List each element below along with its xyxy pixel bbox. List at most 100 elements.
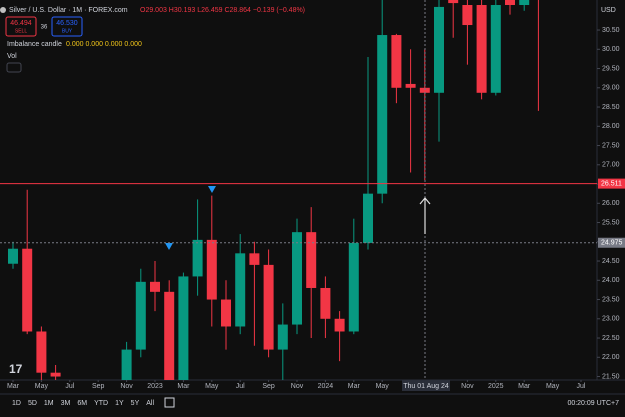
candle-body bbox=[391, 35, 402, 88]
candle-body bbox=[249, 253, 260, 265]
range-button[interactable]: 6M bbox=[77, 400, 87, 407]
x-tick-label: Sep bbox=[92, 383, 105, 390]
collapse-button[interactable] bbox=[6, 62, 22, 73]
candle-body bbox=[22, 248, 33, 332]
candle-body bbox=[263, 264, 274, 350]
x-tick-label: Jul bbox=[65, 383, 74, 390]
x-tick-label: 2024 bbox=[318, 383, 334, 390]
candle-body bbox=[206, 239, 217, 300]
price-label: 26.511 bbox=[601, 180, 622, 187]
candle-body bbox=[306, 232, 317, 288]
symbol-icon bbox=[0, 7, 6, 13]
y-tick-label: 29.00 bbox=[602, 85, 620, 92]
candle-body bbox=[476, 5, 487, 93]
candle-body bbox=[150, 281, 160, 292]
y-tick-label: 23.50 bbox=[602, 296, 620, 303]
symbol-title: Silver / U.S. Dollar · 1M · FOREX.com bbox=[9, 7, 128, 14]
y-tick-label: 23.00 bbox=[602, 316, 620, 323]
y-tick-label: 24.50 bbox=[602, 258, 620, 265]
ohlc: O29.003 H30.193 L26.459 C28.864 −0.139 (… bbox=[140, 7, 305, 14]
candle-body bbox=[277, 324, 288, 350]
range-button[interactable]: All bbox=[146, 400, 154, 407]
candle-body bbox=[164, 291, 175, 380]
candle-body bbox=[178, 276, 189, 380]
y-tick-label: 22.50 bbox=[602, 335, 620, 342]
candle-body bbox=[348, 242, 359, 332]
toolbar: 1D 5D 1M 3M 6M YTD 1Y 5Y All bbox=[12, 397, 175, 408]
currency: USD bbox=[601, 7, 616, 14]
marker bbox=[208, 186, 216, 193]
volume-label: Vol bbox=[7, 53, 17, 60]
candle-body bbox=[235, 253, 246, 327]
price-label-bg bbox=[598, 237, 625, 248]
x-tick-label: Nov bbox=[120, 383, 133, 390]
y-tick-label: 28.00 bbox=[602, 123, 620, 130]
candle-body bbox=[377, 35, 388, 194]
marker bbox=[165, 243, 173, 250]
candle-body bbox=[363, 193, 373, 243]
sell-price: 46.494 bbox=[10, 20, 32, 27]
candle-body bbox=[135, 281, 146, 350]
x-tick-label: Mar bbox=[7, 383, 20, 390]
range-button[interactable]: 5D bbox=[28, 400, 37, 407]
candle-body bbox=[121, 349, 132, 380]
candle-body bbox=[8, 248, 18, 264]
x-tick-label: Jul bbox=[577, 383, 586, 390]
range-button[interactable]: YTD bbox=[94, 400, 108, 407]
x-tick-label: May bbox=[205, 383, 219, 390]
spread: 36 bbox=[41, 25, 48, 31]
candle-body bbox=[405, 83, 416, 88]
range-button[interactable]: 1D bbox=[12, 400, 21, 407]
price-label: 24.975 bbox=[601, 240, 623, 247]
candle-body bbox=[419, 87, 430, 93]
x-tick-label: Nov bbox=[291, 383, 304, 390]
y-tick-label: 29.50 bbox=[602, 65, 620, 72]
y-tick-label: 30.00 bbox=[602, 46, 620, 53]
indicator-name: Imbalance candle bbox=[7, 41, 62, 48]
y-tick-label: 25.50 bbox=[602, 219, 620, 226]
x-tick-label: May bbox=[35, 383, 49, 390]
candle-body bbox=[320, 287, 331, 319]
plot bbox=[8, 0, 539, 380]
candle-body bbox=[519, 0, 530, 6]
range-button[interactable]: 1M bbox=[44, 400, 54, 407]
calendar-button[interactable] bbox=[164, 397, 175, 408]
candle-body bbox=[505, 0, 515, 6]
buy-label: BUY bbox=[62, 28, 73, 34]
x-tick-label: 2023 bbox=[147, 383, 163, 390]
crosshair-date-bg bbox=[402, 380, 450, 391]
crosshair-date: Thu 01 Aug 24 bbox=[403, 383, 449, 390]
y-tick-label: 28.50 bbox=[602, 104, 620, 111]
x-tick-label: May bbox=[376, 383, 390, 390]
indicator-values: 0.000 0.000 0.000 0.000 bbox=[66, 41, 142, 48]
x-tick-label: 2025 bbox=[488, 383, 504, 390]
logo: 17 bbox=[9, 362, 23, 376]
sell-label: SELL bbox=[15, 28, 27, 34]
y-tick-label: 30.50 bbox=[602, 27, 620, 34]
sell-button[interactable] bbox=[5, 16, 37, 37]
buy-price: 46.530 bbox=[56, 20, 78, 27]
x-tick-label: May bbox=[546, 383, 560, 390]
range-button[interactable]: 3M bbox=[61, 400, 71, 407]
candle-body bbox=[490, 5, 501, 93]
y-tick-label: 26.00 bbox=[602, 200, 620, 207]
buy-button[interactable] bbox=[51, 16, 83, 37]
arrow-drawing bbox=[419, 197, 431, 234]
y-tick-label: 21.50 bbox=[602, 373, 620, 380]
candle-body bbox=[462, 5, 473, 26]
y-tick-label: 27.00 bbox=[602, 162, 620, 169]
y-tick-label: 24.00 bbox=[602, 277, 620, 284]
clock: 00:20:09 UTC+7 bbox=[567, 400, 619, 407]
y-tick-label: 27.50 bbox=[602, 142, 620, 149]
candle-body bbox=[434, 6, 444, 93]
range-button[interactable]: 5Y bbox=[131, 400, 140, 407]
range-button[interactable]: 1Y bbox=[115, 400, 124, 407]
candle-body bbox=[221, 299, 231, 327]
x-tick-label: Nov bbox=[461, 383, 474, 390]
candle-body bbox=[192, 239, 203, 277]
x-tick-label: Mar bbox=[177, 383, 190, 390]
x-tick-label: Sep bbox=[262, 383, 275, 390]
candle-body bbox=[50, 372, 61, 377]
